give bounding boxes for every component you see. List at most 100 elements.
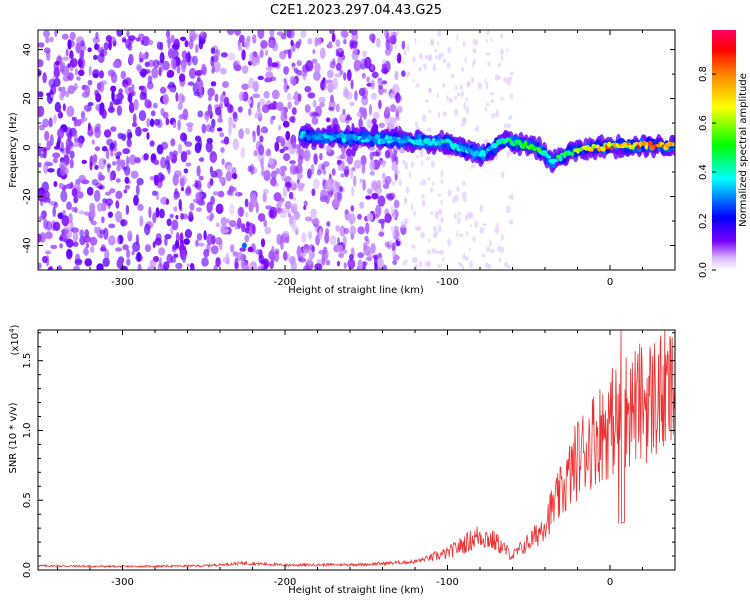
noise-cell xyxy=(479,204,483,213)
noise-cell xyxy=(78,210,85,215)
noise-cell xyxy=(368,104,372,116)
noise-cell xyxy=(393,199,400,209)
colorbar-tick-label: 0.8 xyxy=(698,66,709,82)
noise-cell xyxy=(248,108,252,116)
noise-cell xyxy=(110,150,114,157)
noise-cell xyxy=(160,141,169,150)
snr-series xyxy=(38,330,675,569)
noise-cell xyxy=(234,257,239,269)
noise-cell xyxy=(382,172,386,180)
noise-cell xyxy=(264,128,268,133)
noise-cell xyxy=(194,44,199,54)
noise-cell xyxy=(190,262,194,269)
noise-cell xyxy=(54,101,62,113)
noise-cell xyxy=(395,155,399,166)
noise-cell xyxy=(248,228,253,237)
noise-cell xyxy=(335,39,341,48)
noise-cell xyxy=(109,188,116,194)
signal-peak xyxy=(523,140,528,146)
noise-cell xyxy=(182,108,189,121)
noise-cell xyxy=(343,262,347,269)
noise-cell xyxy=(198,138,203,150)
noise-cell xyxy=(287,92,292,101)
noise-cell xyxy=(477,82,483,90)
noise-cell xyxy=(396,94,402,102)
noise-cell xyxy=(110,85,117,93)
signal-peak xyxy=(374,134,381,140)
noise-cell xyxy=(155,233,162,241)
noise-cell xyxy=(67,250,73,258)
noise-cell xyxy=(485,52,491,56)
noise-cell xyxy=(41,181,49,193)
noise-cell xyxy=(267,103,276,110)
noise-cell xyxy=(431,248,436,254)
noise-cell xyxy=(263,91,270,99)
noise-cell xyxy=(54,30,58,37)
noise-cell xyxy=(396,52,402,64)
noise-cell xyxy=(440,216,445,224)
noise-cell xyxy=(318,228,323,240)
noise-cell xyxy=(188,38,194,50)
spectrogram-cells xyxy=(38,30,675,270)
noise-cell xyxy=(246,35,251,43)
noise-cell xyxy=(79,43,87,52)
noise-cell xyxy=(198,39,204,50)
noise-cell xyxy=(420,231,425,239)
noise-cell xyxy=(245,221,250,228)
y-tick-label: 0 xyxy=(22,144,33,150)
noise-cell xyxy=(361,87,368,100)
noise-cell xyxy=(421,179,427,186)
noise-cell xyxy=(369,151,374,161)
noise-cell xyxy=(133,99,139,111)
noise-cell xyxy=(378,218,386,224)
noise-cell xyxy=(109,101,114,113)
noise-cell xyxy=(257,75,264,81)
noise-cell xyxy=(437,30,442,37)
noise-cell xyxy=(342,235,347,247)
noise-cell xyxy=(460,90,464,98)
noise-cell xyxy=(98,174,105,181)
noise-cell xyxy=(38,70,42,75)
noise-cell xyxy=(484,106,488,112)
noise-cell xyxy=(252,34,257,44)
noise-cell xyxy=(456,186,460,193)
noise-cell xyxy=(215,257,221,268)
noise-cell xyxy=(52,157,58,164)
snr-y-label: SNR (10 * v/v) xyxy=(8,402,19,473)
noise-cell xyxy=(489,240,492,247)
noise-cell xyxy=(289,116,295,123)
noise-cell xyxy=(370,79,376,90)
noise-cell xyxy=(172,174,179,186)
noise-cell xyxy=(468,260,473,269)
noise-cell xyxy=(122,148,131,155)
noise-cell xyxy=(271,89,280,100)
noise-cell xyxy=(166,30,171,39)
noise-cell xyxy=(207,87,215,97)
noise-cell xyxy=(291,225,299,232)
noise-cell xyxy=(372,151,380,157)
noise-cell xyxy=(122,38,127,43)
noise-cell xyxy=(137,263,142,270)
noise-cell xyxy=(73,206,78,213)
noise-cell xyxy=(42,72,47,84)
noise-cell xyxy=(152,212,157,224)
noise-cell xyxy=(173,253,179,258)
noise-cell xyxy=(447,238,452,247)
noise-cell xyxy=(102,257,110,267)
noise-cell xyxy=(59,243,63,249)
noise-cell xyxy=(40,198,44,207)
noise-cell xyxy=(404,162,409,170)
noise-cell xyxy=(65,48,69,57)
noise-cell xyxy=(314,62,321,73)
noise-cell xyxy=(149,118,155,128)
noise-cell xyxy=(269,260,275,270)
noise-cell xyxy=(165,118,170,126)
noise-cell xyxy=(421,194,425,199)
noise-cell xyxy=(165,155,170,166)
noise-cell xyxy=(99,70,104,79)
noise-cell xyxy=(384,48,392,56)
noise-cell xyxy=(172,58,177,70)
noise-cell xyxy=(509,219,514,225)
noise-cell xyxy=(99,102,105,113)
signal-peak xyxy=(558,156,563,162)
